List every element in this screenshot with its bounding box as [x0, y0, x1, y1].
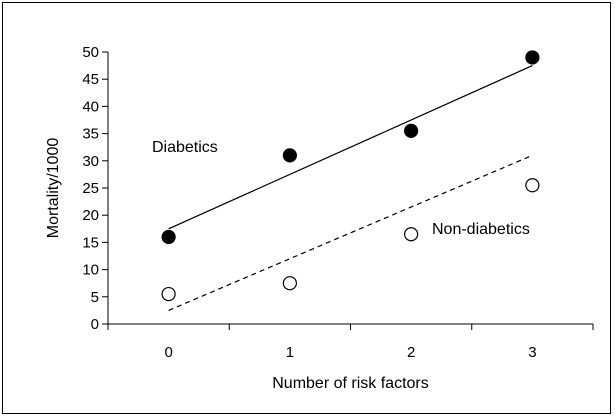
point-diabetics-2	[404, 123, 419, 138]
series-label-diabetics: Diabetics	[152, 139, 218, 156]
x-tick-label-0: 0	[164, 344, 172, 361]
y-tick-label-45: 45	[82, 71, 99, 88]
point-diabetics-1	[282, 148, 297, 163]
y-tick-label-50: 50	[82, 44, 99, 61]
point-non-diabetics-1	[282, 276, 297, 291]
y-axis-title: Mortality/1000	[45, 138, 62, 239]
x-axis-title: Number of risk factors	[272, 375, 428, 392]
data-points	[161, 50, 540, 302]
x-tick-label-2: 2	[407, 344, 415, 361]
y-tick-label-40: 40	[82, 98, 99, 115]
axes: 0 5 10 15 20 25 30 35 40 45 50 0 1 2 3	[82, 44, 594, 361]
x-tick-label-3: 3	[528, 344, 536, 361]
point-diabetics-3	[525, 50, 540, 65]
point-diabetics-0	[161, 229, 176, 245]
point-non-diabetics-3	[525, 178, 540, 193]
y-tick-label-15: 15	[82, 234, 99, 251]
y-tick-label-35: 35	[82, 126, 99, 143]
trendline-diabetics	[168, 65, 533, 230]
point-non-diabetics-2	[404, 227, 419, 242]
series-label-non-diabetics: Non-diabetics	[432, 221, 530, 238]
trendlines	[168, 65, 533, 311]
x-tick-label-1: 1	[286, 344, 294, 361]
chart-frame	[2, 2, 611, 414]
point-non-diabetics-0	[161, 286, 176, 302]
labels: Number of risk factors Mortality/1000 Di…	[45, 138, 530, 392]
y-tick-label-30: 30	[82, 153, 99, 170]
y-tick-label-25: 25	[82, 180, 99, 197]
trendline-non-diabetics	[168, 154, 533, 311]
y-tick-label-0: 0	[91, 316, 99, 333]
y-tick-label-5: 5	[91, 289, 99, 306]
y-tick-label-10: 10	[82, 262, 99, 279]
y-tick-label-20: 20	[82, 207, 99, 224]
